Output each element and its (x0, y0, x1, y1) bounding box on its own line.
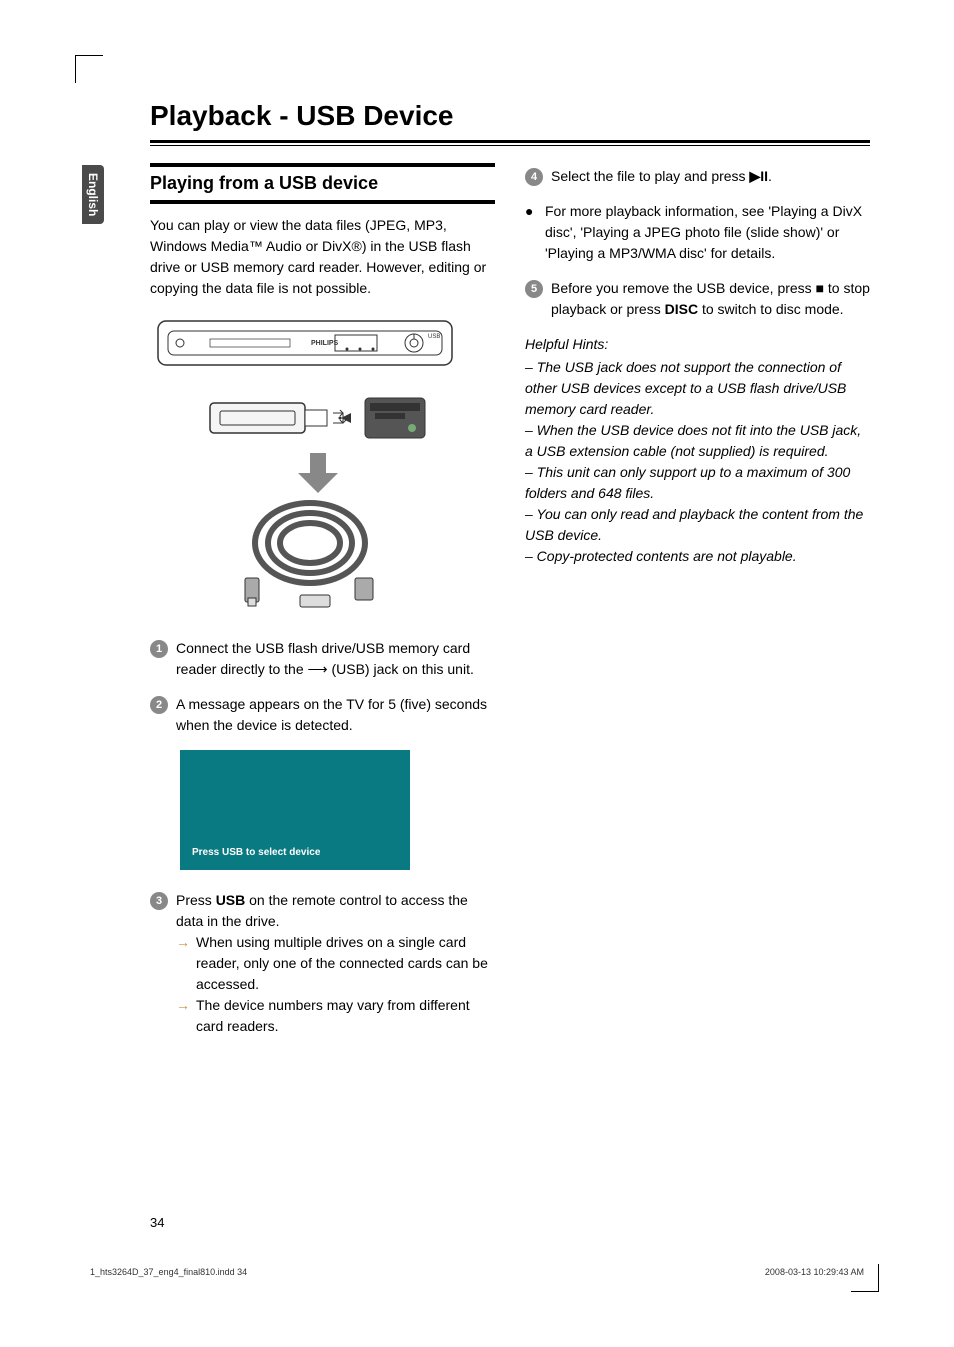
bullet-icon: ● (525, 201, 537, 264)
page-content: Playback - USB Device Playing from a USB… (150, 100, 870, 1051)
section-subheading: Playing from a USB device (150, 166, 495, 201)
step-3-text-a: Press (176, 892, 216, 908)
step-number-1: 1 (150, 640, 168, 658)
arrow-icon: → (176, 995, 190, 1037)
step-number-3: 3 (150, 892, 168, 910)
footer-filename: 1_hts3264D_37_eng4_final810.indd 34 (90, 1267, 247, 1277)
step-1-text: Connect the USB flash drive/USB memory c… (176, 638, 495, 680)
hint-4: – You can only read and playback the con… (525, 504, 870, 546)
two-column-layout: Playing from a USB device You can play o… (150, 166, 870, 1051)
helpful-hints: Helpful Hints: – The USB jack does not s… (525, 334, 870, 567)
step-number-4: 4 (525, 168, 543, 186)
step-3-arrow-2: → The device numbers may vary from diffe… (176, 995, 495, 1037)
step-3-arrow-1-text: When using multiple drives on a single c… (196, 932, 495, 995)
step-4-text-a: Select the file to play and press (551, 168, 749, 184)
footer-timestamp: 2008-03-13 10:29:43 AM (765, 1267, 864, 1277)
step-3-text-b: USB (216, 892, 246, 908)
hint-1: – The USB jack does not support the conn… (525, 357, 870, 420)
hints-title: Helpful Hints: (525, 334, 870, 355)
step-5: 5 Before you remove the USB device, pres… (525, 278, 870, 320)
step-number-2: 2 (150, 696, 168, 714)
tv-message-text: Press USB to select device (192, 847, 320, 858)
info-bullet: ● For more playback information, see 'Pl… (525, 201, 870, 264)
page-number: 34 (150, 1215, 164, 1230)
hint-5: – Copy-protected contents are not playab… (525, 546, 870, 567)
step-1: 1 Connect the USB flash drive/USB memory… (150, 638, 495, 680)
crop-mark-top-left (75, 55, 103, 83)
info-bullet-text: For more playback information, see 'Play… (545, 201, 870, 264)
svg-text:PHILIPS: PHILIPS (311, 340, 339, 347)
step-4: 4 Select the file to play and press ▶II. (525, 166, 870, 187)
page-title: Playback - USB Device (150, 100, 870, 132)
step-2: 2 A message appears on the TV for 5 (fiv… (150, 694, 495, 736)
title-rule-top (150, 140, 870, 143)
step-3-arrow-1: → When using multiple drives on a single… (176, 932, 495, 995)
left-column: Playing from a USB device You can play o… (150, 166, 495, 1051)
step-number-5: 5 (525, 280, 543, 298)
step-5-text-b: DISC (665, 301, 698, 317)
svg-text:USB: USB (428, 334, 440, 340)
title-rule-bottom (150, 145, 870, 146)
step-2-text: A message appears on the TV for 5 (five)… (176, 694, 495, 736)
tv-screen-figure: Press USB to select device (180, 750, 410, 870)
arrow-icon: → (176, 932, 190, 995)
step-5-text-c: to switch to disc mode. (698, 301, 844, 317)
language-tab: English (82, 165, 104, 224)
hint-2: – When the USB device does not fit into … (525, 420, 870, 462)
usb-device-figure: PHILIPS USB (150, 313, 495, 618)
hint-3: – This unit can only support up to a max… (525, 462, 870, 504)
right-column: 4 Select the file to play and press ▶II.… (525, 166, 870, 1051)
step-3-arrow-2-text: The device numbers may vary from differe… (196, 995, 495, 1037)
step-3-block: Press USB on the remote control to acces… (176, 890, 495, 1037)
intro-paragraph: You can play or view the data files (JPE… (150, 215, 495, 299)
step-4-play-icon: ▶II (749, 168, 768, 184)
step-4-text-c: . (768, 168, 772, 184)
step-3: 3 Press USB on the remote control to acc… (150, 890, 495, 1037)
